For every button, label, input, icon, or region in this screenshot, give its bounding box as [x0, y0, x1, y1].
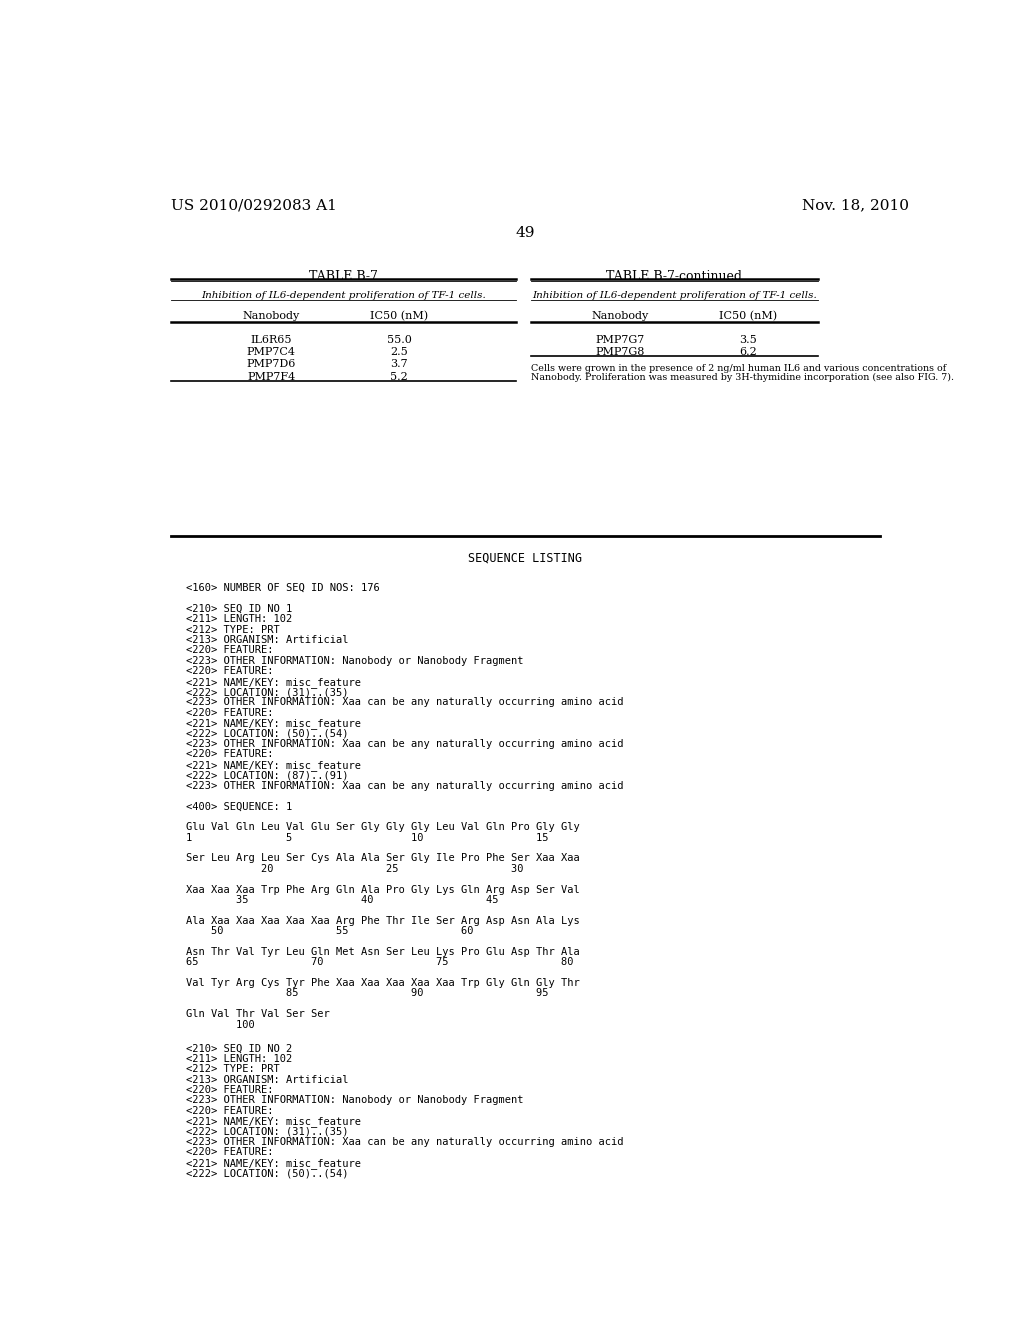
Text: Nanobody: Nanobody [243, 312, 300, 321]
Text: <220> FEATURE:: <220> FEATURE: [186, 708, 273, 718]
Text: <213> ORGANISM: Artificial: <213> ORGANISM: Artificial [186, 1074, 348, 1085]
Text: <222> LOCATION: (31)..(35): <222> LOCATION: (31)..(35) [186, 1127, 348, 1137]
Text: <221> NAME/KEY: misc_feature: <221> NAME/KEY: misc_feature [186, 718, 361, 729]
Text: <222> LOCATION: (50)..(54): <222> LOCATION: (50)..(54) [186, 729, 348, 739]
Text: 2.5: 2.5 [390, 347, 409, 356]
Text: 55.0: 55.0 [387, 335, 412, 345]
Text: <223> OTHER INFORMATION: Nanobody or Nanobody Fragment: <223> OTHER INFORMATION: Nanobody or Nan… [186, 1096, 523, 1105]
Text: <220> FEATURE:: <220> FEATURE: [186, 1147, 273, 1158]
Text: <212> TYPE: PRT: <212> TYPE: PRT [186, 624, 280, 635]
Text: IC50 (nM): IC50 (nM) [719, 312, 777, 321]
Text: 50                  55                  60: 50 55 60 [186, 927, 474, 936]
Text: <221> NAME/KEY: misc_feature: <221> NAME/KEY: misc_feature [186, 760, 361, 771]
Text: <221> NAME/KEY: misc_feature: <221> NAME/KEY: misc_feature [186, 1117, 361, 1127]
Text: <220> FEATURE:: <220> FEATURE: [186, 645, 273, 656]
Text: Inhibition of IL6-dependent proliferation of TF-1 cells.: Inhibition of IL6-dependent proliferatio… [201, 290, 485, 300]
Text: Val Tyr Arg Cys Tyr Phe Xaa Xaa Xaa Xaa Xaa Trp Gly Gln Gly Thr: Val Tyr Arg Cys Tyr Phe Xaa Xaa Xaa Xaa … [186, 978, 580, 989]
Text: <220> FEATURE:: <220> FEATURE: [186, 1106, 273, 1115]
Text: <220> FEATURE:: <220> FEATURE: [186, 750, 273, 759]
Text: Nanobody: Nanobody [592, 312, 649, 321]
Text: <211> LENGTH: 102: <211> LENGTH: 102 [186, 614, 293, 624]
Text: 6.2: 6.2 [739, 347, 757, 356]
Text: PMP7G7: PMP7G7 [596, 335, 645, 345]
Text: 65                  70                  75                  80: 65 70 75 80 [186, 957, 573, 968]
Text: <210> SEQ ID NO 2: <210> SEQ ID NO 2 [186, 1044, 293, 1053]
Text: 85                  90                  95: 85 90 95 [186, 989, 549, 998]
Text: 1               5                   10                  15: 1 5 10 15 [186, 833, 549, 842]
Text: US 2010/0292083 A1: US 2010/0292083 A1 [171, 198, 337, 213]
Text: 3.5: 3.5 [739, 335, 757, 345]
Text: <223> OTHER INFORMATION: Xaa can be any naturally occurring amino acid: <223> OTHER INFORMATION: Xaa can be any … [186, 697, 624, 708]
Text: <212> TYPE: PRT: <212> TYPE: PRT [186, 1064, 280, 1074]
Text: Xaa Xaa Xaa Trp Phe Arg Gln Ala Pro Gly Lys Gln Arg Asp Ser Val: Xaa Xaa Xaa Trp Phe Arg Gln Ala Pro Gly … [186, 884, 580, 895]
Text: SEQUENCE LISTING: SEQUENCE LISTING [468, 552, 582, 564]
Text: <220> FEATURE:: <220> FEATURE: [186, 1085, 273, 1096]
Text: <223> OTHER INFORMATION: Nanobody or Nanobody Fragment: <223> OTHER INFORMATION: Nanobody or Nan… [186, 656, 523, 665]
Text: Glu Val Gln Leu Val Glu Ser Gly Gly Gly Leu Val Gln Pro Gly Gly: Glu Val Gln Leu Val Glu Ser Gly Gly Gly … [186, 822, 580, 832]
Text: PMP7C4: PMP7C4 [247, 347, 296, 356]
Text: Asn Thr Val Tyr Leu Gln Met Asn Ser Leu Lys Pro Glu Asp Thr Ala: Asn Thr Val Tyr Leu Gln Met Asn Ser Leu … [186, 946, 580, 957]
Text: <160> NUMBER OF SEQ ID NOS: 176: <160> NUMBER OF SEQ ID NOS: 176 [186, 583, 380, 593]
Text: <211> LENGTH: 102: <211> LENGTH: 102 [186, 1053, 293, 1064]
Text: <222> LOCATION: (87)..(91): <222> LOCATION: (87)..(91) [186, 770, 348, 780]
Text: <220> FEATURE:: <220> FEATURE: [186, 667, 273, 676]
Text: 20                  25                  30: 20 25 30 [186, 863, 523, 874]
Text: <213> ORGANISM: Artificial: <213> ORGANISM: Artificial [186, 635, 348, 645]
Text: Inhibition of IL6-dependent proliferation of TF-1 cells.: Inhibition of IL6-dependent proliferatio… [532, 290, 817, 300]
Text: Gln Val Thr Val Ser Ser: Gln Val Thr Val Ser Ser [186, 1010, 330, 1019]
Text: Nov. 18, 2010: Nov. 18, 2010 [802, 198, 909, 213]
Text: <223> OTHER INFORMATION: Xaa can be any naturally occurring amino acid: <223> OTHER INFORMATION: Xaa can be any … [186, 780, 624, 791]
Text: 49: 49 [515, 226, 535, 240]
Text: TABLE B-7-continued: TABLE B-7-continued [606, 271, 742, 282]
Text: 100: 100 [186, 1019, 255, 1030]
Text: <222> LOCATION: (31)..(35): <222> LOCATION: (31)..(35) [186, 686, 348, 697]
Text: PMP7G8: PMP7G8 [595, 347, 645, 356]
Text: IC50 (nM): IC50 (nM) [371, 312, 428, 321]
Text: 35                  40                  45: 35 40 45 [186, 895, 499, 906]
Text: <400> SEQUENCE: 1: <400> SEQUENCE: 1 [186, 801, 293, 812]
Text: TABLE B-7: TABLE B-7 [309, 271, 378, 282]
Text: Ala Xaa Xaa Xaa Xaa Xaa Arg Phe Thr Ile Ser Arg Asp Asn Ala Lys: Ala Xaa Xaa Xaa Xaa Xaa Arg Phe Thr Ile … [186, 916, 580, 925]
Text: <223> OTHER INFORMATION: Xaa can be any naturally occurring amino acid: <223> OTHER INFORMATION: Xaa can be any … [186, 739, 624, 748]
Text: <210> SEQ ID NO 1: <210> SEQ ID NO 1 [186, 603, 293, 614]
Text: <223> OTHER INFORMATION: Xaa can be any naturally occurring amino acid: <223> OTHER INFORMATION: Xaa can be any … [186, 1137, 624, 1147]
Text: <221> NAME/KEY: misc_feature: <221> NAME/KEY: misc_feature [186, 1158, 361, 1168]
Text: <222> LOCATION: (50)..(54): <222> LOCATION: (50)..(54) [186, 1168, 348, 1179]
Text: PMP7F4: PMP7F4 [247, 372, 296, 381]
Text: IL6R65: IL6R65 [251, 335, 292, 345]
Text: Cells were grown in the presence of 2 ng/ml human IL6 and various concentrations: Cells were grown in the presence of 2 ng… [531, 364, 946, 374]
Text: 3.7: 3.7 [390, 359, 408, 370]
Text: <221> NAME/KEY: misc_feature: <221> NAME/KEY: misc_feature [186, 677, 361, 688]
Text: 5.2: 5.2 [390, 372, 409, 381]
Text: Nanobody. Proliferation was measured by 3H-thymidine incorporation (see also FIG: Nanobody. Proliferation was measured by … [531, 372, 954, 381]
Text: PMP7D6: PMP7D6 [247, 359, 296, 370]
Text: Ser Leu Arg Leu Ser Cys Ala Ala Ser Gly Ile Pro Phe Ser Xaa Xaa: Ser Leu Arg Leu Ser Cys Ala Ala Ser Gly … [186, 853, 580, 863]
